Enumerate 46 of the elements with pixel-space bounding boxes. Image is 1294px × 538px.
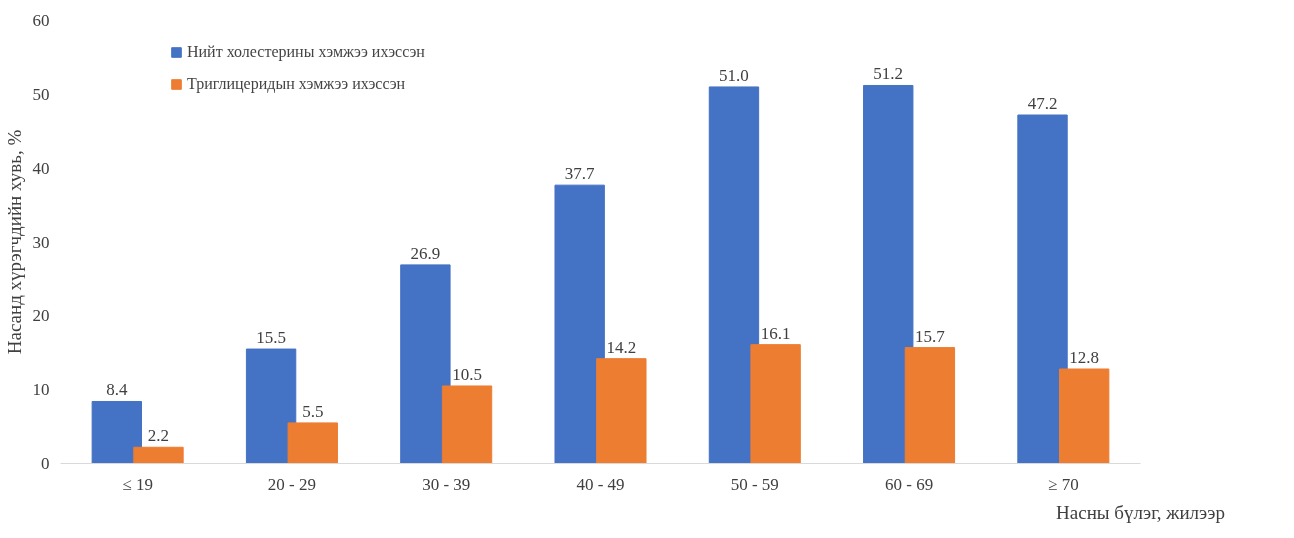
bar bbox=[750, 344, 801, 464]
data-label: 10.5 bbox=[452, 364, 482, 384]
y-axis-title: Насанд хүрэгчдийн хувь, % bbox=[3, 129, 25, 355]
legend-label: Нийт холестерины хэмжээ ихэссэн bbox=[187, 43, 425, 61]
bar bbox=[133, 446, 184, 464]
x-tick-label: 30 - 39 bbox=[422, 474, 471, 494]
data-label: 51.2 bbox=[873, 64, 904, 84]
y-tick-label: 0 bbox=[41, 454, 50, 473]
y-tick-label: 50 bbox=[32, 84, 50, 104]
legend-label: Триглицеридын хэмжээ ихэссэн bbox=[187, 75, 406, 93]
bar bbox=[1059, 368, 1110, 464]
x-tick-label: 20 - 29 bbox=[267, 474, 317, 494]
data-label: 2.2 bbox=[147, 426, 170, 446]
bar bbox=[287, 422, 338, 464]
bar bbox=[400, 264, 451, 464]
x-tick-label: 50 - 59 bbox=[730, 474, 779, 494]
y-tick-label: 40 bbox=[32, 158, 50, 178]
y-tick-label: 60 bbox=[32, 11, 50, 30]
x-tick-label: ≥ 70 bbox=[1048, 474, 1079, 494]
data-label: 16.1 bbox=[760, 323, 791, 343]
data-label: 15.5 bbox=[256, 328, 286, 348]
bar bbox=[91, 400, 142, 464]
x-axis-title: Насны бүлэг, жилээр bbox=[1056, 501, 1225, 523]
bar bbox=[708, 86, 760, 464]
y-tick-label: 10 bbox=[32, 380, 50, 400]
x-tick-label: 60 - 69 bbox=[884, 474, 934, 494]
bar bbox=[863, 84, 914, 464]
data-label: 37.7 bbox=[564, 164, 596, 184]
y-tick-label: 30 bbox=[32, 232, 50, 252]
bar bbox=[596, 358, 647, 464]
data-label: 5.5 bbox=[302, 401, 324, 421]
bar bbox=[245, 348, 297, 464]
y-tick-label: 20 bbox=[32, 306, 50, 326]
data-label: 47.2 bbox=[1027, 94, 1058, 114]
bar bbox=[554, 184, 605, 464]
data-label: 14.2 bbox=[606, 337, 637, 357]
bar bbox=[1017, 114, 1068, 464]
data-label: 12.8 bbox=[1069, 347, 1100, 367]
data-label: 8.4 bbox=[106, 380, 128, 400]
data-label: 51.0 bbox=[719, 65, 749, 85]
x-tick-label: ≤ 19 bbox=[122, 474, 153, 494]
data-label: 15.7 bbox=[915, 326, 946, 346]
bar bbox=[441, 385, 493, 464]
data-label: 26.9 bbox=[410, 243, 441, 263]
bar bbox=[904, 347, 956, 464]
x-tick-label: 40 - 49 bbox=[576, 474, 625, 494]
